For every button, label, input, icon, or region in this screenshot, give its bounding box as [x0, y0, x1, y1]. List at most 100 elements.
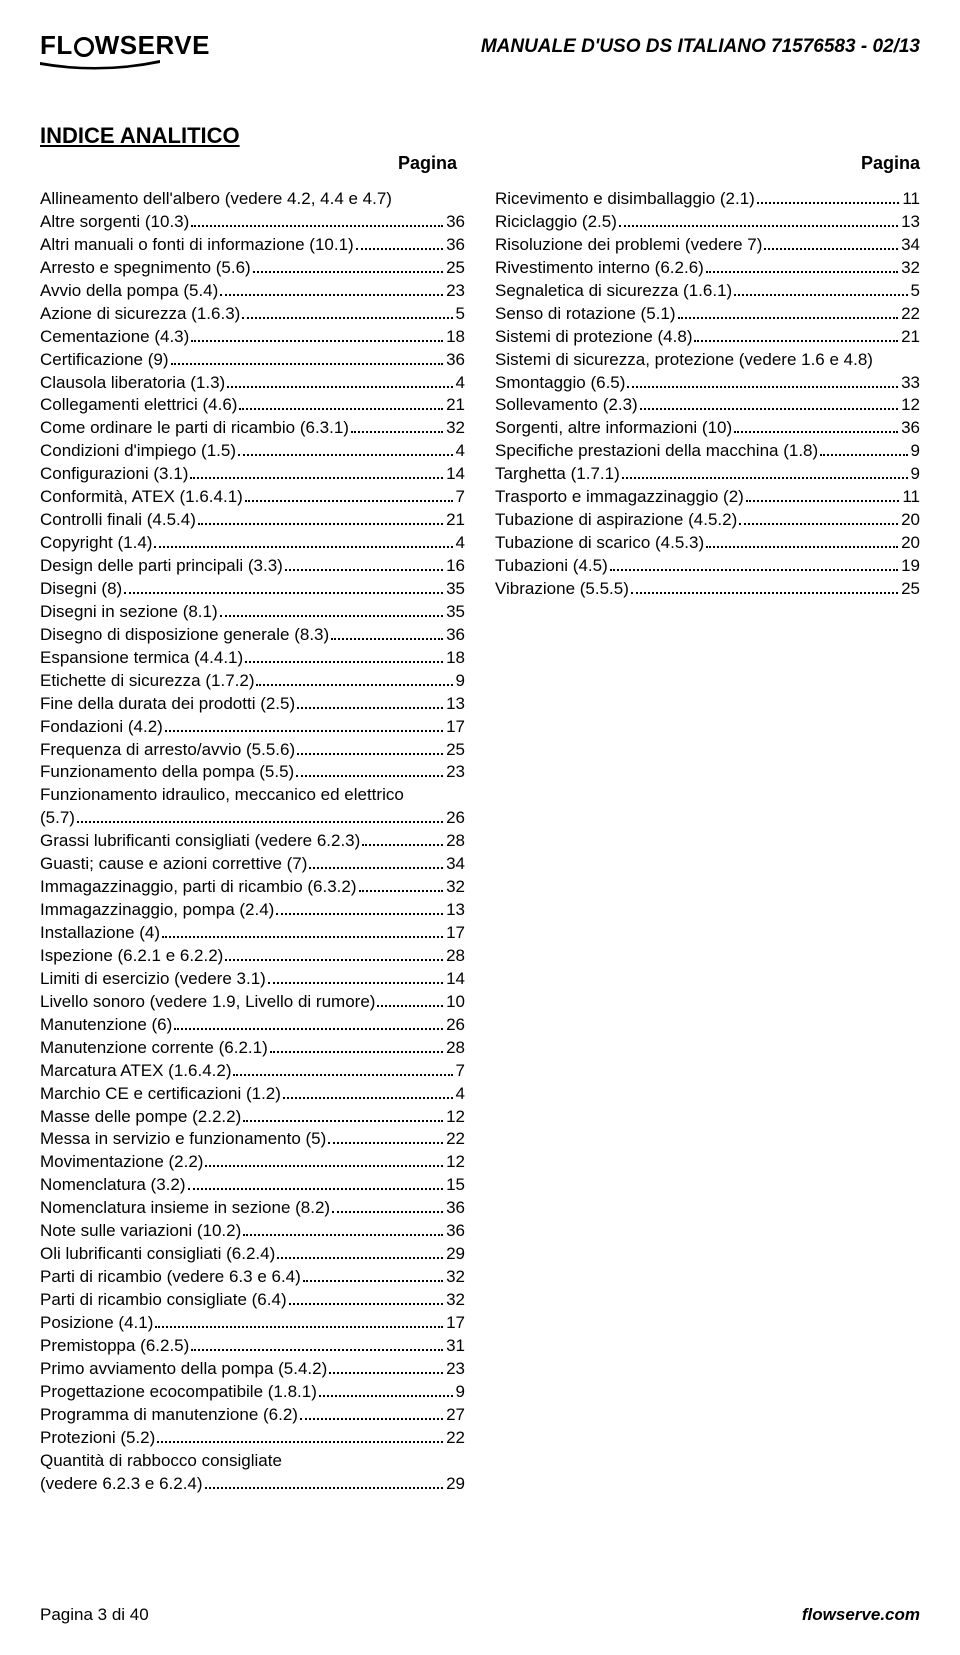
index-entry: Configurazioni (3.1)14 — [40, 463, 465, 486]
index-entry-text: Ispezione (6.2.1 e 6.2.2) — [40, 945, 223, 968]
index-entry-text: Espansione termica (4.4.1) — [40, 647, 243, 670]
leader-dots — [610, 556, 898, 571]
leader-dots — [734, 280, 907, 295]
index-entry: Manutenzione (6)26 — [40, 1014, 465, 1037]
index-entry-page: 11 — [902, 486, 920, 509]
leader-dots — [220, 280, 443, 295]
index-entry-text: Nomenclatura insieme in sezione (8.2) — [40, 1197, 330, 1220]
index-entry-page: 7 — [456, 486, 465, 509]
leader-dots — [356, 235, 443, 250]
index-entry-page: 21 — [446, 509, 465, 532]
index-entry-page: 14 — [446, 968, 465, 991]
leader-dots — [706, 258, 898, 273]
leader-dots — [820, 441, 907, 456]
index-entry-text: Funzionamento della pompa (5.5) — [40, 761, 294, 784]
leader-dots — [77, 808, 443, 823]
left-entries-container: Allineamento dell'albero (vedere 4.2, 4.… — [40, 188, 465, 1495]
index-entry: Installazione (4)17 — [40, 922, 465, 945]
index-entry-page: 36 — [446, 234, 465, 257]
index-entry-text: Conformità, ATEX (1.6.4.1) — [40, 486, 243, 509]
index-entry-page: 25 — [901, 578, 920, 601]
index-entry-page: 22 — [901, 303, 920, 326]
index-entry: Parti di ricambio (vedere 6.3 e 6.4)32 — [40, 1266, 465, 1289]
index-entry: Sistemi di protezione (4.8)21 — [495, 326, 920, 349]
index-entry-page: 29 — [446, 1473, 465, 1496]
index-entry: Copyright (1.4)4 — [40, 532, 465, 555]
index-entry: Nomenclatura insieme in sezione (8.2) 36 — [40, 1197, 465, 1220]
index-entry: Riciclaggio (2.5)13 — [495, 211, 920, 234]
index-entry: Come ordinare le parti di ricambio (6.3.… — [40, 417, 465, 440]
index-column-right: Pagina Ricevimento e disimballaggio (2.1… — [495, 153, 920, 1495]
index-entry: Funzionamento della pompa (5.5)23 — [40, 761, 465, 784]
index-entry: Controlli finali (4.5.4)21 — [40, 509, 465, 532]
index-entry-text: Frequenza di arresto/avvio (5.5.6) — [40, 739, 295, 762]
index-entry: Azione di sicurezza (1.6.3) 5 — [40, 303, 465, 326]
index-entry-page: 36 — [446, 349, 465, 372]
index-entry-page: 22 — [446, 1427, 465, 1450]
index-entry-page: 5 — [456, 303, 465, 326]
index-entry-page: 20 — [901, 509, 920, 532]
page-header: FL WSERVE MANUALE D'USO DS ITALIANO 7157… — [40, 30, 920, 73]
index-entry-text: Sistemi di protezione (4.8) — [495, 326, 692, 349]
index-entry: Disegni in sezione (8.1)35 — [40, 601, 465, 624]
index-entry-text: Sollevamento (2.3) — [495, 394, 638, 417]
leader-dots — [300, 1404, 443, 1419]
index-entry-text: Quantità di rabbocco consigliate — [40, 1450, 282, 1473]
index-entry: Premistoppa (6.2.5)31 — [40, 1335, 465, 1358]
index-entry-text: Limiti di esercizio (vedere 3.1) — [40, 968, 266, 991]
index-entry-text: Segnaletica di sicurezza (1.6.1) — [495, 280, 732, 303]
index-entry-text: Smontaggio (6.5) — [495, 372, 625, 395]
index-entry-page: 34 — [901, 234, 920, 257]
leader-dots — [220, 602, 443, 617]
index-entry-text: Come ordinare le parti di ricambio (6.3.… — [40, 417, 349, 440]
leader-dots — [706, 533, 898, 548]
index-entry-page: 26 — [446, 807, 465, 830]
index-entry-page: 9 — [911, 463, 920, 486]
index-entry-page: 36 — [901, 417, 920, 440]
leader-dots — [239, 395, 443, 410]
index-entry: Frequenza di arresto/avvio (5.5.6)25 — [40, 739, 465, 762]
index-entry: Specifiche prestazioni della macchina (1… — [495, 440, 920, 463]
leader-dots — [242, 303, 452, 318]
leader-dots — [162, 923, 443, 938]
index-entry-page: 36 — [446, 1197, 465, 1220]
footer-page-number: Pagina 3 di 40 — [40, 1605, 149, 1625]
index-entry-text: Primo avviamento della pompa (5.4.2) — [40, 1358, 327, 1381]
index-entry-text: Vibrazione (5.5.5) — [495, 578, 629, 601]
index-entry-page: 4 — [456, 1083, 465, 1106]
index-entry: Risoluzione dei problemi (vedere 7)34 — [495, 234, 920, 257]
index-entry: Allineamento dell'albero (vedere 4.2, 4.… — [40, 188, 465, 211]
index-entry-text: Configurazioni (3.1) — [40, 463, 188, 486]
index-entry-text: Posizione (4.1) — [40, 1312, 153, 1335]
index-entry-text: Arresto e spegnimento (5.6) — [40, 257, 251, 280]
index-entry: Note sulle variazioni (10.2)36 — [40, 1220, 465, 1243]
index-entry-page: 28 — [446, 830, 465, 853]
leader-dots — [359, 877, 444, 892]
leader-dots — [154, 533, 452, 548]
index-entry: Fine della durata dei prodotti (2.5)13 — [40, 693, 465, 716]
index-entry-page: 18 — [446, 326, 465, 349]
index-entry: Immagazzinaggio, pompa (2.4)13 — [40, 899, 465, 922]
leader-dots — [303, 1267, 443, 1282]
index-entry: Rivestimento interno (6.2.6)32 — [495, 257, 920, 280]
index-entry-page: 11 — [902, 188, 920, 211]
index-entry: Programma di manutenzione (6.2)27 — [40, 1404, 465, 1427]
index-entry-text: Design delle parti principali (3.3) — [40, 555, 283, 578]
index-entry-page: 33 — [901, 372, 920, 395]
leader-dots — [198, 510, 443, 525]
index-entry-text: Cementazione (4.3) — [40, 326, 189, 349]
column-header-right: Pagina — [495, 153, 920, 174]
leader-dots — [243, 1221, 443, 1236]
index-entry-page: 26 — [446, 1014, 465, 1037]
index-entry-text: Tubazione di scarico (4.5.3) — [495, 532, 704, 555]
index-entry-text: Senso di rotazione (5.1) — [495, 303, 676, 326]
index-entry-text: Azione di sicurezza (1.6.3) — [40, 303, 240, 326]
index-entry-text: Etichette di sicurezza (1.7.2) — [40, 670, 254, 693]
index-entry: Tubazioni (4.5)19 — [495, 555, 920, 578]
index-entry: Ispezione (6.2.1 e 6.2.2)28 — [40, 945, 465, 968]
index-entry-text: Allineamento dell'albero (vedere 4.2, 4.… — [40, 188, 392, 211]
index-entry: Livello sonoro (vedere 1.9, Livello di r… — [40, 991, 465, 1014]
index-entry: Disegno di disposizione generale (8.3)36 — [40, 624, 465, 647]
index-column-left: Pagina Allineamento dell'albero (vedere … — [40, 153, 465, 1495]
index-entry-text: Collegamenti elettrici (4.6) — [40, 394, 237, 417]
